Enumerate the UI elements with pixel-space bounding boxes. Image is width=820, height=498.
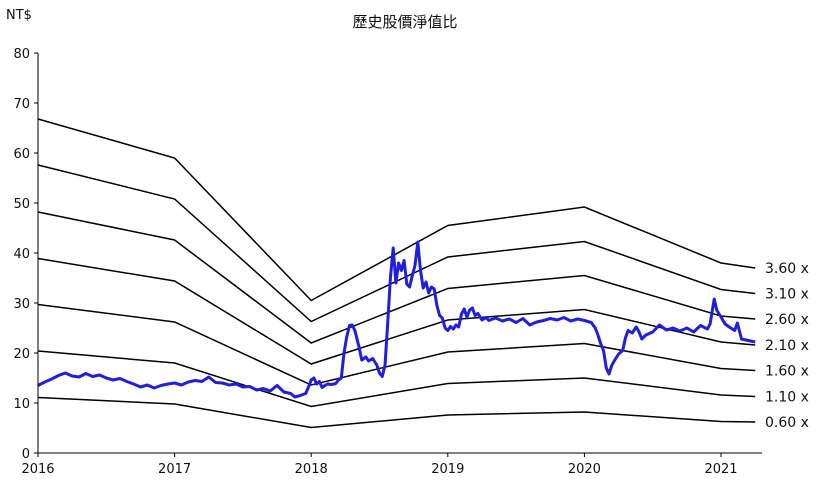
plot-axes xyxy=(37,53,762,454)
band-line xyxy=(37,164,756,323)
price-line xyxy=(37,240,756,399)
band-label: 1.60 x xyxy=(765,364,809,380)
band-label: 2.10 x xyxy=(765,338,809,354)
band-label: 0.60 x xyxy=(765,415,809,431)
band-label: 3.60 x xyxy=(765,261,809,277)
price-series xyxy=(37,240,756,399)
band-line xyxy=(37,396,756,429)
band-line xyxy=(37,350,756,408)
chart-title: 歷史股價淨值比 xyxy=(352,13,457,31)
band-label: 1.10 x xyxy=(765,390,809,406)
y-tick-label: 50 xyxy=(13,197,30,212)
y-tick-label: 70 xyxy=(13,97,30,112)
band-line xyxy=(37,303,756,386)
y-tick-label: 60 xyxy=(13,147,30,162)
y-tick-label: 40 xyxy=(13,247,30,262)
band-labels: 3.60 x 3.10 x 2.60 x 2.10 x 1.60 x 1.10 x 0.60… xyxy=(765,261,809,431)
pbr-bands xyxy=(37,118,756,429)
y-tick-label: 0 xyxy=(22,447,30,462)
x-tick-label: 2019 xyxy=(431,462,464,477)
y-axis-unit: NT$ xyxy=(6,8,32,23)
x-tick-label: 2016 xyxy=(21,462,54,477)
x-tick-label: 2018 xyxy=(295,462,328,477)
x-axis-ticks: 2016 2017 2018 2019 2020 2021 xyxy=(21,453,738,477)
band-label: 3.10 x xyxy=(765,287,809,303)
band-label: 2.60 x xyxy=(765,312,809,328)
y-axis-ticks: 0 10 20 30 40 50 60 70 80 xyxy=(13,47,38,462)
x-tick-label: 2020 xyxy=(568,462,601,477)
band-line xyxy=(37,118,756,302)
band-line xyxy=(37,257,756,365)
y-tick-label: 20 xyxy=(13,347,30,362)
y-tick-label: 10 xyxy=(13,397,30,412)
x-tick-label: 2021 xyxy=(704,462,737,477)
y-tick-label: 80 xyxy=(13,47,30,62)
y-tick-label: 30 xyxy=(13,297,30,312)
x-tick-label: 2017 xyxy=(158,462,191,477)
